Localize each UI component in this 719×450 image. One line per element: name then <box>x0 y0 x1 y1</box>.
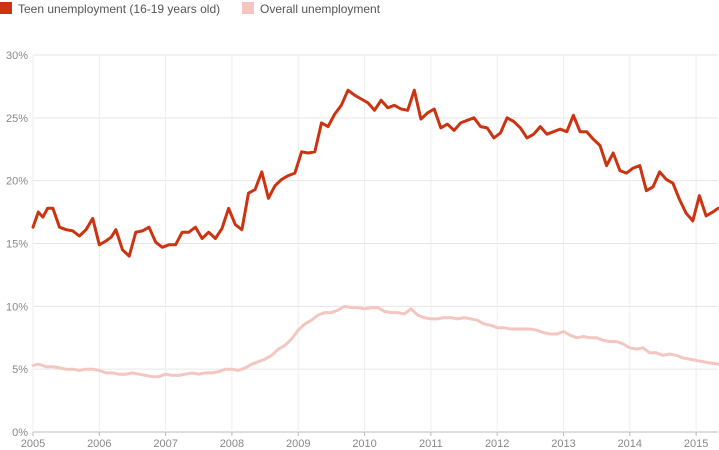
y-tick-label: 20% <box>6 176 28 188</box>
legend-swatch-overall <box>242 2 254 14</box>
y-tick-label: 25% <box>6 113 28 125</box>
x-tick-label: 2014 <box>618 438 642 450</box>
x-tick-label: 2008 <box>220 438 244 450</box>
x-tick-label: 2010 <box>352 438 376 450</box>
x-tick-label: 2007 <box>153 438 177 450</box>
x-tick-label: 2005 <box>21 438 45 450</box>
legend: Teen unemployment (16-19 years old) Over… <box>0 2 381 16</box>
x-tick-label: 2012 <box>485 438 509 450</box>
series-line-teen <box>31 88 719 258</box>
y-tick-label: 5% <box>12 364 28 376</box>
y-tick-label: 30% <box>6 50 28 62</box>
plot-area <box>31 88 719 379</box>
y-tick-label: 0% <box>12 427 28 439</box>
x-tick-label: 2013 <box>551 438 575 450</box>
x-tick-label: 2011 <box>419 438 443 450</box>
y-axis: 0% 5% 10% 15% 20% 25% 30% <box>6 50 28 439</box>
legend-label-overall: Overall unemployment <box>260 2 381 16</box>
series-line-overall <box>31 304 719 379</box>
x-tick-label: 2006 <box>87 438 111 450</box>
x-tick-label: 2015 <box>684 438 708 450</box>
x-axis: 2005 2006 2007 2008 2009 2010 2011 2012 2013 2014… <box>21 432 708 450</box>
grid <box>32 54 718 433</box>
y-tick-label: 15% <box>6 239 28 251</box>
y-tick-label: 10% <box>6 301 28 313</box>
x-tick-label: 2009 <box>286 438 310 450</box>
legend-label-teen: Teen unemployment (16-19 years old) <box>18 2 220 16</box>
legend-swatch-teen <box>0 2 12 14</box>
